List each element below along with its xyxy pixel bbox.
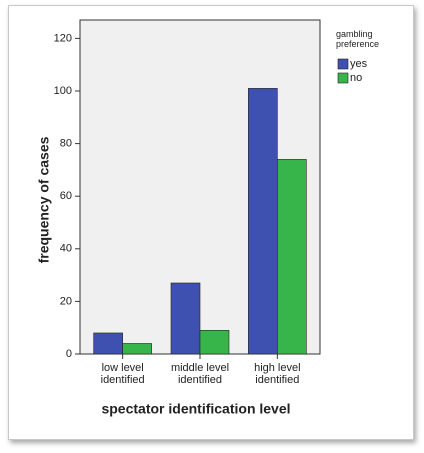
legend-label: yes bbox=[350, 58, 368, 70]
legend-swatch bbox=[337, 58, 349, 70]
y-tick-label: 100 bbox=[54, 85, 72, 97]
x-axis-label: spectator identification level bbox=[101, 401, 290, 417]
y-tick-label: 120 bbox=[54, 32, 72, 44]
y-tick-label: 40 bbox=[60, 243, 72, 255]
bar bbox=[199, 330, 230, 355]
y-tick-label: 80 bbox=[60, 138, 72, 150]
y-tick-label: 20 bbox=[60, 295, 72, 307]
bar bbox=[248, 88, 278, 355]
bar bbox=[122, 343, 152, 355]
legend-title: gambling preference bbox=[336, 29, 380, 49]
bar bbox=[277, 159, 307, 355]
x-tick-label: high level identified bbox=[254, 362, 301, 386]
y-tick-label: 0 bbox=[66, 348, 72, 360]
y-tick-label: 60 bbox=[60, 190, 72, 202]
legend-swatch bbox=[337, 72, 349, 84]
y-axis-label: frequency of cases bbox=[36, 136, 52, 263]
legend-label: no bbox=[350, 72, 362, 84]
bar bbox=[93, 332, 123, 355]
x-tick-label: low level identified bbox=[100, 362, 145, 386]
x-tick-label: middle level identified bbox=[170, 362, 230, 386]
bar bbox=[170, 282, 201, 355]
